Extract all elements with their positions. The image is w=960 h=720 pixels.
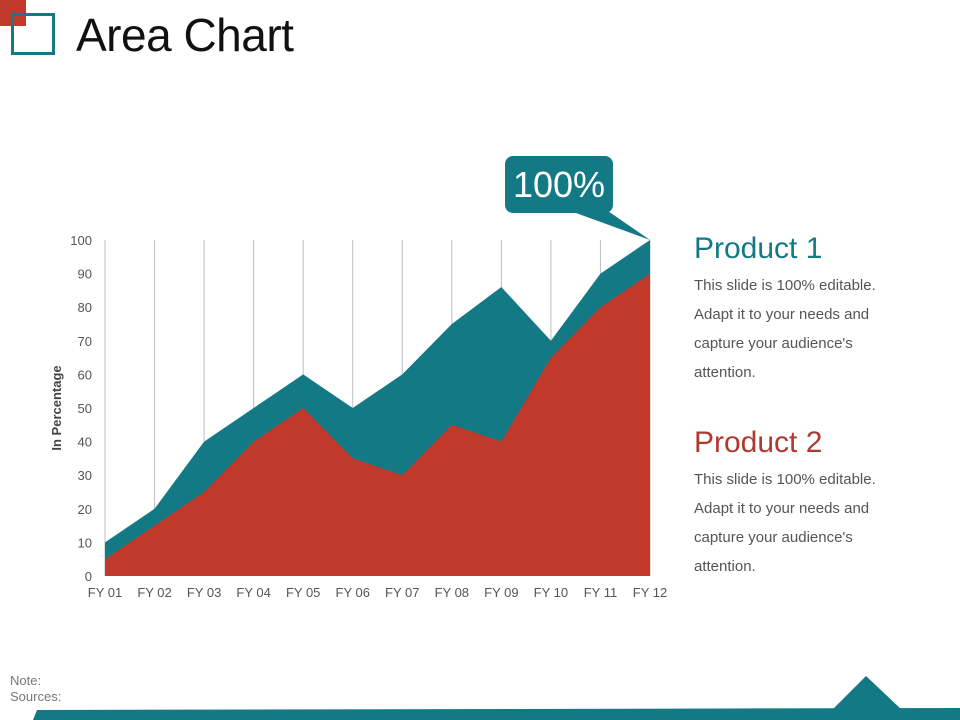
description-line: attention.	[694, 364, 756, 381]
svg-text:FY 01: FY 01	[88, 585, 122, 600]
svg-text:FY 09: FY 09	[484, 585, 518, 600]
footer-bar	[33, 708, 960, 720]
svg-text:90: 90	[78, 267, 92, 282]
description-line: This slide is 100% editable.	[694, 471, 876, 488]
svg-text:FY 04: FY 04	[236, 585, 270, 600]
y-axis-ticks: 0 10 20 30 40 50 60 70 80 90 100	[70, 233, 92, 584]
y-axis-title: In Percentage	[49, 365, 64, 450]
svg-text:FY 08: FY 08	[435, 585, 469, 600]
description-line: Adapt it to your needs and	[694, 500, 870, 517]
svg-text:FY 11: FY 11	[584, 585, 617, 600]
svg-text:50: 50	[78, 401, 92, 416]
legend-product-1: Product 1 This slide is 100% editable. A…	[694, 231, 944, 387]
teal-square-outline-icon	[11, 13, 55, 55]
note-label: Note:	[10, 673, 42, 688]
title-decoration	[0, 0, 60, 60]
svg-text:60: 60	[78, 367, 92, 382]
svg-text:20: 20	[78, 502, 92, 517]
svg-text:FY 06: FY 06	[336, 585, 370, 600]
description-line: Adapt it to your needs and	[694, 306, 870, 323]
svg-text:FY 05: FY 05	[286, 585, 320, 600]
legend-heading: Product 1	[694, 232, 823, 265]
area-series-product-2	[105, 273, 650, 576]
description-line: capture your audience's	[694, 529, 853, 546]
x-axis-ticks: FY 01 FY 02 FY 03 FY 04 FY 05 FY 06 FY 07 FY 08…	[88, 585, 667, 600]
footnote: Note: Sources:	[10, 673, 61, 705]
footer-band	[33, 676, 960, 720]
footer-triangle-icon	[832, 676, 902, 710]
svg-text:80: 80	[78, 300, 92, 315]
page-title: Area Chart	[76, 9, 294, 61]
description-line: attention.	[694, 558, 756, 575]
svg-text:10: 10	[78, 535, 92, 550]
svg-text:30: 30	[78, 468, 92, 483]
svg-text:100: 100	[70, 233, 92, 248]
callout-pointer	[565, 209, 650, 240]
svg-text:FY 10: FY 10	[534, 585, 568, 600]
svg-text:70: 70	[78, 334, 92, 349]
callout-label: 100%	[505, 156, 613, 213]
legend-description: This slide is 100% editable. Adapt it to…	[694, 271, 944, 387]
legend-description: This slide is 100% editable. Adapt it to…	[694, 465, 944, 581]
svg-text:0: 0	[85, 569, 92, 584]
description-line: This slide is 100% editable.	[694, 277, 876, 294]
svg-text:FY 07: FY 07	[385, 585, 419, 600]
svg-text:FY 02: FY 02	[137, 585, 171, 600]
legend-product-2: Product 2 This slide is 100% editable. A…	[694, 425, 944, 581]
svg-text:FY 12: FY 12	[633, 585, 667, 600]
legend-heading: Product 2	[694, 426, 823, 459]
sources-label: Sources:	[10, 689, 62, 704]
svg-text:40: 40	[78, 435, 92, 450]
svg-text:FY 03: FY 03	[187, 585, 221, 600]
description-line: capture your audience's	[694, 335, 853, 352]
